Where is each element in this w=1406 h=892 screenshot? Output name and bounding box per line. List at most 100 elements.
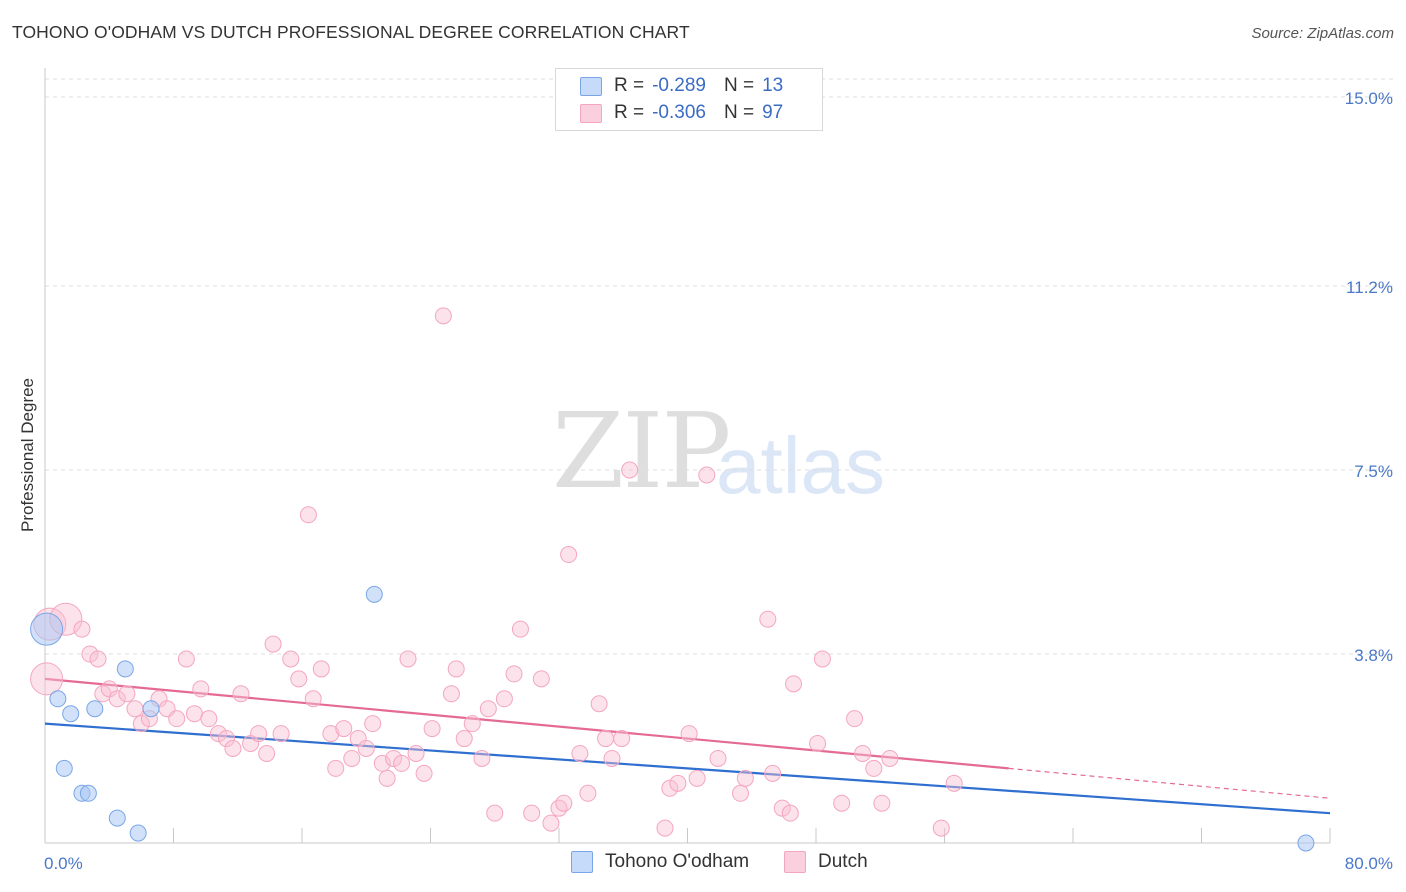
point-dutch xyxy=(442,685,460,703)
point-dutch xyxy=(854,744,872,762)
point-dutch xyxy=(364,715,382,733)
point-dutch xyxy=(479,700,497,718)
point-dutch xyxy=(945,774,963,792)
point-dutch xyxy=(200,710,218,728)
point-dutch xyxy=(218,730,236,748)
grid-lines xyxy=(45,78,1395,655)
point-dutch xyxy=(415,764,433,782)
point-dutch xyxy=(272,725,290,743)
y-tick-label: 11.2% xyxy=(1346,278,1393,297)
point-dutch xyxy=(258,744,276,762)
point-dutch xyxy=(709,749,727,767)
point-dutch xyxy=(495,690,513,708)
point-dutch xyxy=(661,779,679,797)
point-dutch xyxy=(463,715,481,733)
point-dutch xyxy=(532,670,550,688)
point-dutch xyxy=(656,819,674,837)
point-dutch xyxy=(250,725,268,743)
point-dutch xyxy=(613,730,631,748)
point-dutch xyxy=(736,769,754,787)
point-tohono xyxy=(86,700,104,718)
legend-swatch-dutch xyxy=(580,103,602,123)
point-dutch xyxy=(434,307,452,325)
point-dutch xyxy=(126,700,144,718)
point-dutch xyxy=(89,650,107,668)
point-dutch xyxy=(290,670,308,688)
point-dutch xyxy=(335,720,353,738)
point-dutch xyxy=(873,794,891,812)
point-dutch xyxy=(881,749,899,767)
point-dutch xyxy=(486,804,504,822)
point-dutch xyxy=(399,650,417,668)
point-dutch xyxy=(118,685,136,703)
bottom-legend-label-dutch: Dutch xyxy=(818,851,868,872)
point-tohono xyxy=(142,700,160,718)
trend-line-dutch xyxy=(44,677,1009,770)
point-dutch xyxy=(282,650,300,668)
point-tohono xyxy=(30,612,64,646)
point-dutch xyxy=(343,749,361,767)
point-dutch xyxy=(264,635,282,653)
point-dutch xyxy=(30,662,64,696)
point-dutch xyxy=(357,740,375,758)
point-dutch xyxy=(447,660,465,678)
point-tohono xyxy=(79,784,97,802)
source-credit: Source: ZipAtlas.com xyxy=(1251,25,1394,42)
point-dutch xyxy=(511,620,529,638)
point-tohono xyxy=(1297,834,1315,852)
point-dutch xyxy=(224,740,242,758)
point-dutch xyxy=(327,759,345,777)
point-dutch xyxy=(132,715,150,733)
bottom-legend-dutch: Dutch xyxy=(784,851,868,873)
point-dutch xyxy=(473,749,491,767)
point-tohono xyxy=(108,809,126,827)
legend-row-tohono: R = -0.289 N = 13 xyxy=(580,74,783,98)
data-points xyxy=(30,307,1315,852)
point-tohono xyxy=(365,585,383,603)
chart-title: TOHONO O'ODHAM VS DUTCH PROFESSIONAL DEG… xyxy=(12,22,690,42)
watermark-zip: ZIP xyxy=(552,390,731,512)
point-dutch xyxy=(393,754,411,772)
point-tohono xyxy=(49,690,67,708)
bottom-legend-swatch-dutch xyxy=(784,851,806,873)
point-dutch xyxy=(505,665,523,683)
y-tick-label: 7.5% xyxy=(1354,462,1393,481)
legend-n-label: N = xyxy=(723,75,755,96)
point-dutch xyxy=(523,804,541,822)
point-dutch xyxy=(579,784,597,802)
point-dutch xyxy=(81,645,99,663)
legend-row-dutch: R = -0.306 N = 97 xyxy=(580,101,783,125)
legend-r-label: R = xyxy=(614,75,645,96)
watermark-atlas: atlas xyxy=(716,421,885,510)
point-dutch xyxy=(603,749,621,767)
correlation-legend: R = -0.289 N = 13 R = -0.306 N = 97 xyxy=(555,68,823,131)
point-dutch xyxy=(571,744,589,762)
legend-swatch-tohono xyxy=(580,76,602,96)
point-dutch xyxy=(773,799,791,817)
point-dutch xyxy=(185,705,203,723)
legend-r-label: R = xyxy=(614,102,645,123)
point-dutch xyxy=(423,720,441,738)
point-dutch xyxy=(680,725,698,743)
point-dutch xyxy=(621,461,639,479)
tick-labels: 3.8% 7.5% 11.2% 15.0% 0.0% 80.0% xyxy=(44,89,1393,873)
point-dutch xyxy=(304,690,322,708)
x-tick-label: 80.0% xyxy=(1345,854,1393,873)
point-dutch xyxy=(209,725,227,743)
point-tohono xyxy=(62,705,80,723)
point-dutch xyxy=(560,546,578,564)
point-dutch xyxy=(407,744,425,762)
bottom-legend-label-tohono: Tohono O'odham xyxy=(605,851,750,872)
point-dutch xyxy=(688,769,706,787)
point-dutch xyxy=(809,735,827,753)
point-dutch xyxy=(455,730,473,748)
point-dutch xyxy=(322,725,340,743)
point-dutch xyxy=(932,819,950,837)
point-dutch xyxy=(781,804,799,822)
point-dutch xyxy=(732,784,750,802)
y-tick-label: 3.8% xyxy=(1354,646,1393,665)
point-dutch xyxy=(550,799,568,817)
point-tohono xyxy=(129,824,147,842)
trend-line-tohono xyxy=(44,722,1331,815)
